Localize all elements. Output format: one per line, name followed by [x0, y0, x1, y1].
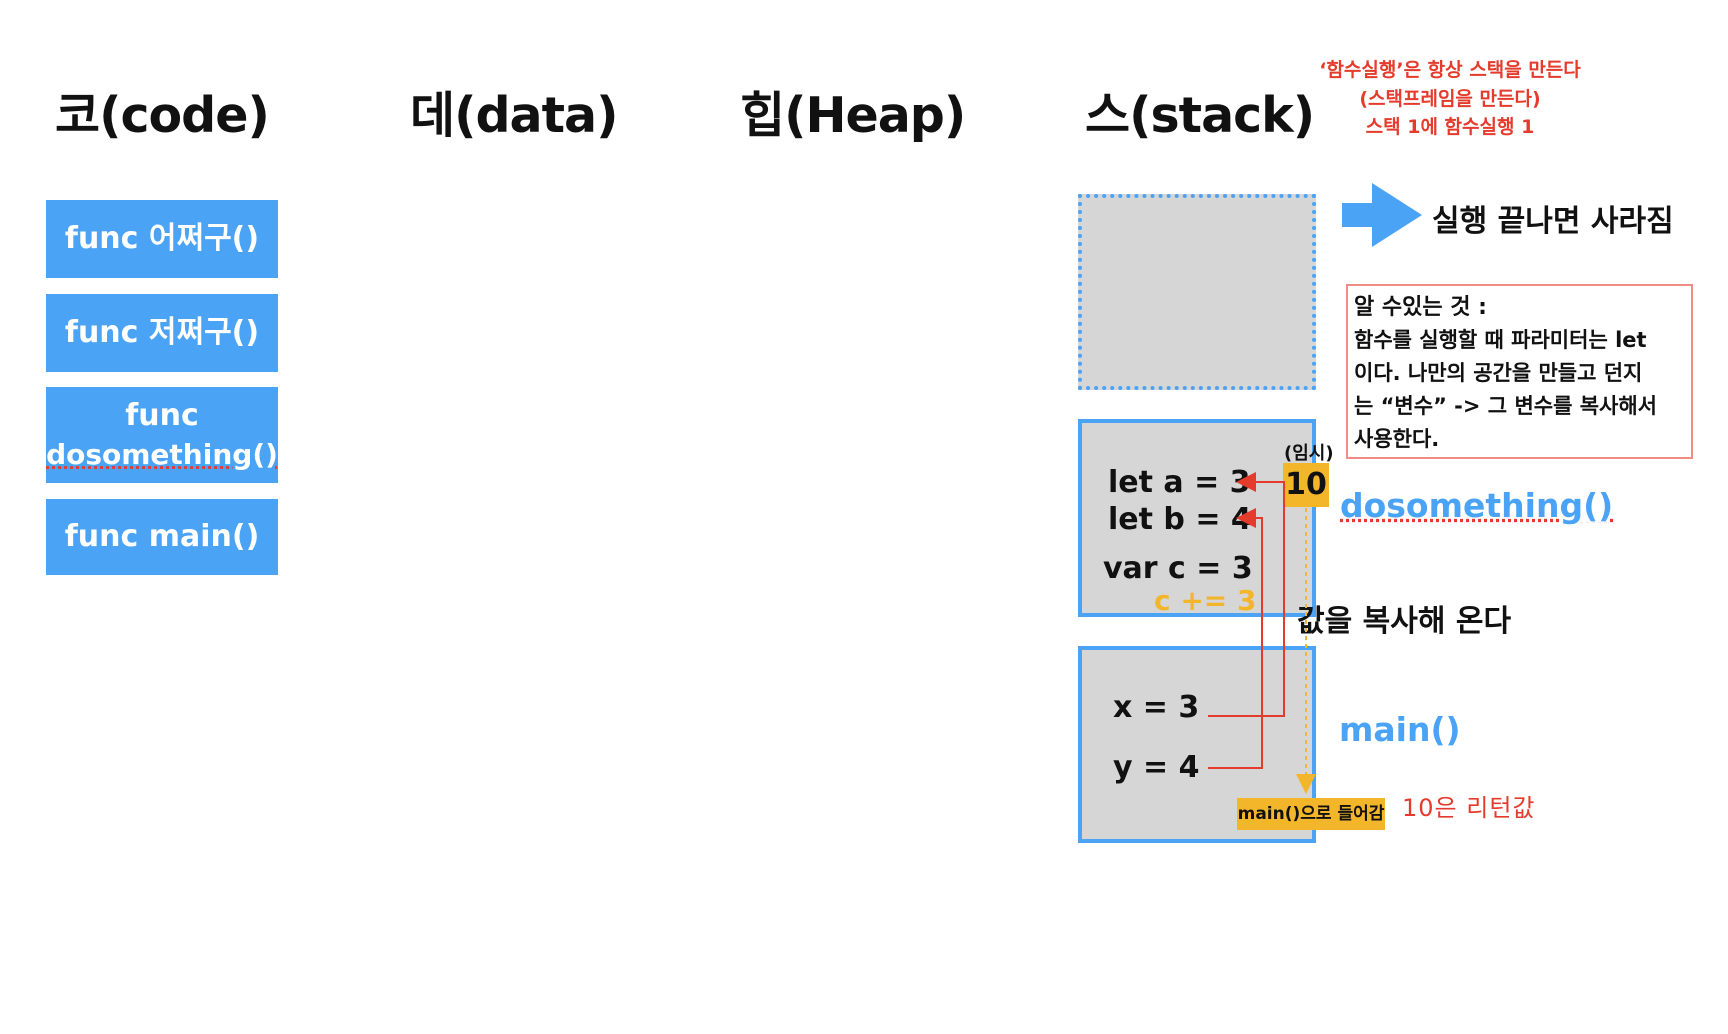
stack-frame-finished: [1078, 194, 1316, 390]
info-line-2: 함수를 실행할 때 파라미터는 let: [1354, 328, 1647, 352]
stack-frame-dosomething: [1078, 419, 1316, 617]
var-var-c: var c = 3: [1103, 551, 1253, 586]
op-c-plus-equals: c += 3: [1154, 584, 1257, 617]
heading-heap: 힙(Heap): [740, 87, 966, 144]
stack-note-line1: ‘함수실행’은 항상 스택을 만든다: [1319, 59, 1581, 81]
info-line-1: 알 수있는 것 :: [1354, 295, 1487, 320]
var-x: x = 3: [1113, 690, 1200, 725]
into-main-badge: main()으로 들어감: [1237, 798, 1385, 830]
dosomething-frame-label: dosomething(): [1340, 486, 1614, 525]
code-block-label: func: [125, 397, 199, 433]
info-line-4: 는 “변수” -> 그 변수를 복사해서: [1354, 394, 1657, 418]
info-line-5: 사용한다.: [1354, 427, 1440, 451]
temp-label: (임시): [1284, 443, 1334, 464]
connector-x-to-a: [1208, 472, 1285, 717]
code-block-label: func main(): [64, 518, 260, 554]
code-block-label-2: dosomething(): [46, 438, 278, 472]
arrow-right-icon: [1342, 183, 1422, 247]
stack-note: ‘함수실행’은 항상 스택을 만든다 (스택프레임을 만든다) 스택 1에 함수…: [1300, 56, 1600, 142]
return-note: 10은 리턴값: [1402, 794, 1536, 822]
code-block-label: func 저쩌구(): [64, 314, 260, 350]
connector-y-to-b: [1208, 508, 1263, 769]
code-block-main: func main(): [46, 499, 278, 575]
code-block-jeojjeogu: func 저쩌구(): [46, 294, 278, 372]
disappear-text: 실행 끝나면 사라짐: [1432, 204, 1674, 239]
heading-data: 데(data): [410, 87, 618, 144]
var-y: y = 4: [1113, 750, 1200, 785]
heading-stack: 스(stack): [1085, 87, 1315, 144]
stack-note-line2: (스택프레임을 만든다): [1359, 87, 1541, 110]
code-block-eojjeogu: func 어쩌구(): [46, 200, 278, 278]
heading-code: 코(code): [55, 87, 270, 144]
copy-label: 값을 복사해 온다: [1297, 604, 1512, 639]
info-line-3: 이다. 나만의 공간을 만들고 던지: [1354, 361, 1643, 385]
info-box: 알 수있는 것 : 함수를 실행할 때 파라미터는 let 이다. 나만의 공간…: [1346, 284, 1693, 459]
var-let-b: let b = 4: [1108, 502, 1252, 537]
stack-note-line3: 스택 1에 함수실행 1: [1365, 116, 1535, 138]
var-let-a: let a = 3: [1108, 465, 1251, 500]
code-block-label: func 어쩌구(): [64, 220, 260, 256]
code-block-dosomething: func dosomething(): [46, 387, 278, 483]
main-frame-label: main(): [1339, 710, 1461, 749]
temp-value-badge: 10: [1283, 463, 1329, 507]
